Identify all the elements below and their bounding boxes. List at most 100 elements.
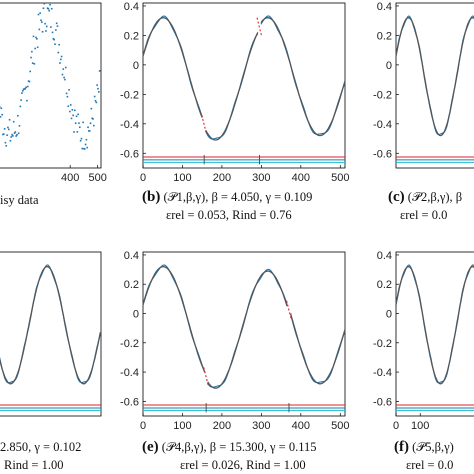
caption-c-errors-text: εrel = 0.0 — [400, 208, 448, 222]
signal-line-b — [142, 17, 203, 118]
noisy-point — [59, 58, 62, 61]
ytick-label-c: -0.4 — [373, 119, 392, 131]
noisy-point — [9, 139, 12, 142]
noisy-point — [28, 80, 31, 83]
noisy-point — [64, 66, 67, 69]
noisy-point — [88, 130, 91, 132]
noisy-point — [31, 62, 34, 64]
noisy-point — [93, 124, 95, 127]
plot-frame-f — [395, 251, 474, 417]
xtick-label-a: 500 — [89, 172, 107, 184]
noisy-point — [81, 147, 84, 150]
ytick-label-f: -0.4 — [373, 367, 392, 379]
noisy-point — [94, 99, 97, 102]
plot-frame-e — [142, 251, 346, 417]
plot-frame-b — [142, 2, 346, 169]
noisy-point — [88, 130, 90, 132]
noisy-point — [70, 117, 73, 120]
noisy-point — [58, 43, 60, 46]
noisy-point — [93, 95, 96, 98]
plot-frame-d — [0, 251, 102, 417]
noisy-point — [62, 68, 65, 70]
noisy-point — [83, 148, 86, 150]
noisy-point — [63, 76, 65, 79]
noisy-point — [14, 131, 17, 133]
noisy-point — [25, 86, 27, 89]
caption-b: (b) (𝒫1,β,γ), β = 4.050, γ = 0.109 — [142, 190, 312, 205]
ytick-label-c: 0.2 — [377, 30, 392, 42]
xtick-label-a: 400 — [61, 172, 79, 184]
noisy-point — [42, 7, 45, 10]
caption-f-model: (𝒫5,β,γ) — [412, 440, 454, 454]
caption-f-errors-text: εrel = 0.0 — [406, 458, 454, 472]
caption-b-label: (b) — [142, 189, 161, 205]
noisy-point — [6, 134, 8, 136]
xtick-label-b: 400 — [292, 172, 310, 184]
noisy-point — [53, 38, 55, 41]
noisy-point — [13, 132, 16, 135]
xtick-label-b: 200 — [213, 172, 231, 184]
signal-line-e — [142, 265, 206, 372]
noisy-point — [38, 28, 41, 31]
plot-frame-c — [395, 2, 474, 169]
noisy-point — [36, 46, 39, 49]
noisy-point — [77, 113, 79, 116]
panel-d — [0, 251, 102, 417]
noisy-point — [57, 51, 60, 54]
caption-b-errors-text: εrel = 0.053, Rind = 0.76 — [166, 208, 292, 222]
noisy-point — [26, 85, 29, 88]
ytick-label-c: 0 — [386, 60, 392, 72]
noisy-point — [90, 107, 93, 110]
noisy-point — [95, 101, 98, 104]
ytick-label-f: -0.2 — [373, 338, 392, 350]
noisy-point — [21, 92, 23, 94]
noisy-point — [56, 25, 59, 27]
noisy-point — [37, 13, 40, 16]
noisy-point — [40, 21, 43, 23]
noisy-point — [35, 36, 37, 39]
noisy-point — [84, 143, 87, 146]
noisy-point — [29, 70, 32, 73]
noisy-point — [17, 132, 20, 135]
caption-f-label: (f) — [394, 439, 409, 455]
signal-line-c — [395, 17, 474, 137]
xtick-label-e: 100 — [173, 420, 191, 432]
noisy-point — [45, 25, 48, 28]
noisy-point — [7, 126, 9, 129]
noisy-point — [59, 62, 61, 64]
panel-f: 0.40.20-0.2-0.4-0.60 100 — [373, 250, 474, 432]
xtick-label-f: 100 — [411, 420, 429, 432]
caption-b-model: (𝒫1,β,γ), β = 4.050, γ = 0.109 — [163, 190, 313, 204]
xtick-label-e: 300 — [252, 420, 270, 432]
fit-line-c — [395, 15, 474, 136]
ytick-label-f: 0.2 — [377, 279, 392, 291]
plot-frame-a — [0, 2, 102, 169]
caption-f: (f) (𝒫5,β,γ) — [394, 440, 454, 455]
noisy-point — [1, 113, 3, 116]
ytick-label-e: -0.2 — [120, 338, 139, 350]
noisy-point — [86, 146, 89, 149]
noisy-point — [55, 29, 57, 31]
noisy-point — [30, 56, 32, 59]
noisy-point — [73, 131, 75, 133]
ytick-label-f: -0.6 — [373, 396, 392, 408]
caption-e-errors: εrel = 0.026, Rind = 1.00 — [180, 458, 306, 473]
jump-marker-e — [286, 300, 292, 320]
noisy-point — [5, 144, 8, 147]
noisy-point — [97, 91, 100, 93]
noisy-point — [87, 126, 89, 129]
noisy-point — [72, 114, 74, 117]
noisy-point — [17, 114, 19, 117]
noisy-point — [27, 80, 30, 82]
noisy-point — [0, 107, 3, 110]
xtick-label-b: 500 — [331, 172, 349, 184]
noisy-point — [3, 128, 6, 130]
noisy-point — [48, 9, 51, 12]
noisy-point — [45, 30, 47, 32]
ytick-label-f: 0.4 — [377, 250, 392, 262]
signal-line-b — [205, 32, 259, 141]
caption-c-errors: εrel = 0.0 — [400, 208, 447, 223]
noisy-point — [18, 125, 21, 127]
panel-c: 0.4 0.2 0 -0.2 -0.4 -0.6 — [373, 1, 474, 169]
